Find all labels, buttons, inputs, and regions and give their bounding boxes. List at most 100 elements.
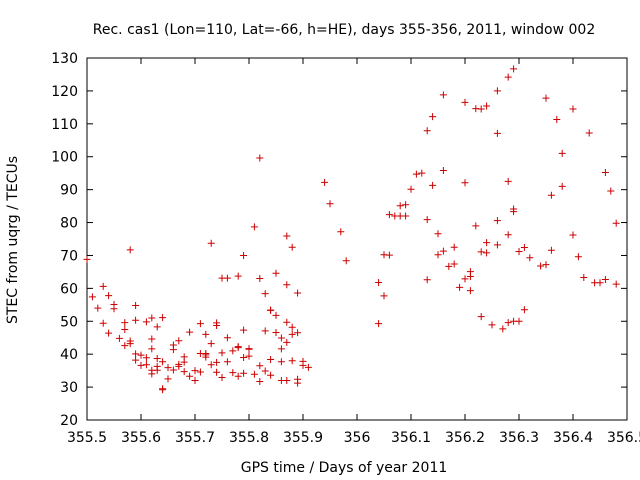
- data-point: [272, 328, 280, 336]
- x-tick-label: 355.7: [175, 430, 215, 446]
- data-point: [148, 345, 156, 353]
- data-point: [418, 169, 426, 177]
- data-point: [547, 191, 555, 199]
- data-point: [191, 377, 199, 385]
- data-point: [294, 329, 302, 337]
- data-point: [515, 317, 523, 325]
- data-point: [223, 334, 231, 342]
- data-point: [250, 223, 258, 231]
- data-point: [283, 232, 291, 240]
- data-point: [304, 363, 312, 371]
- y-tick-label: 60: [60, 281, 78, 297]
- data-point: [137, 361, 145, 369]
- data-point: [574, 253, 582, 261]
- data-point: [380, 292, 388, 300]
- data-point: [234, 272, 242, 280]
- data-point: [213, 368, 221, 376]
- y-tick-label: 120: [51, 84, 78, 100]
- data-point: [456, 283, 464, 291]
- x-tick-label: 355.5: [67, 430, 107, 446]
- data-point: [186, 372, 194, 380]
- data-point: [153, 366, 161, 374]
- data-point: [504, 319, 512, 327]
- data-point: [175, 337, 183, 345]
- data-point: [601, 169, 609, 177]
- data-point: [580, 274, 588, 282]
- data-point: [520, 306, 528, 314]
- data-point: [164, 364, 172, 372]
- data-point: [429, 181, 437, 189]
- data-point: [218, 374, 226, 382]
- data-point: [277, 334, 285, 342]
- data-point: [596, 279, 604, 287]
- data-point: [402, 212, 410, 220]
- y-tick-label: 20: [60, 413, 78, 429]
- data-point: [542, 261, 550, 269]
- data-point: [466, 287, 474, 295]
- y-tick-label: 70: [60, 248, 78, 264]
- data-point: [121, 319, 129, 327]
- data-point: [213, 358, 221, 366]
- data-point: [558, 149, 566, 157]
- data-point: [375, 320, 383, 328]
- data-point: [121, 326, 129, 333]
- data-point: [396, 202, 404, 210]
- data-point: [164, 375, 172, 383]
- data-point: [272, 311, 280, 319]
- data-points: [83, 65, 620, 394]
- data-point: [196, 368, 204, 376]
- y-tick-label: 90: [60, 183, 78, 199]
- data-point: [483, 102, 491, 110]
- data-point: [207, 340, 215, 348]
- data-point: [223, 274, 231, 282]
- data-point: [256, 377, 264, 385]
- data-point: [510, 205, 518, 213]
- data-point: [180, 353, 188, 361]
- data-point: [429, 113, 437, 121]
- y-tick-label: 100: [51, 150, 78, 166]
- data-point: [121, 342, 129, 350]
- x-tick-label: 356.3: [499, 430, 539, 446]
- x-axis: 355.5 355.6 355.7 355.8 355.9 356 356.1 356.2 35…: [67, 58, 640, 446]
- data-point: [202, 353, 210, 361]
- x-tick-label: 356: [344, 430, 371, 446]
- x-tick-label: 356.5: [607, 430, 640, 446]
- data-point: [142, 354, 150, 362]
- data-point: [612, 219, 620, 227]
- data-point: [423, 276, 431, 284]
- data-point: [202, 330, 210, 338]
- data-point: [137, 351, 145, 359]
- data-point: [515, 248, 523, 256]
- data-point: [261, 290, 269, 298]
- y-tick-label: 40: [60, 347, 78, 363]
- data-point: [245, 352, 253, 360]
- data-point: [191, 367, 199, 375]
- data-point: [510, 65, 518, 73]
- y-axis: 20 30 40 50 60 70 80 90 100 110 120 130: [51, 51, 627, 429]
- data-point: [288, 243, 296, 251]
- data-point: [612, 280, 620, 288]
- data-point: [283, 318, 291, 326]
- data-point: [385, 251, 393, 259]
- data-point: [477, 105, 485, 113]
- data-point: [175, 360, 183, 368]
- data-point: [553, 116, 561, 124]
- data-point: [288, 323, 296, 331]
- data-point: [153, 323, 161, 331]
- data-point: [537, 262, 545, 270]
- data-point: [294, 289, 302, 297]
- data-point: [542, 94, 550, 102]
- data-point: [493, 217, 501, 225]
- data-point: [234, 372, 242, 380]
- data-point: [88, 293, 96, 301]
- data-point: [466, 268, 474, 276]
- data-point: [434, 251, 442, 259]
- data-point: [105, 292, 113, 300]
- data-point: [132, 356, 140, 364]
- data-point: [423, 216, 431, 224]
- data-point: [337, 228, 345, 236]
- data-point: [450, 260, 458, 268]
- data-point: [240, 326, 248, 334]
- y-tick-label: 50: [60, 314, 78, 330]
